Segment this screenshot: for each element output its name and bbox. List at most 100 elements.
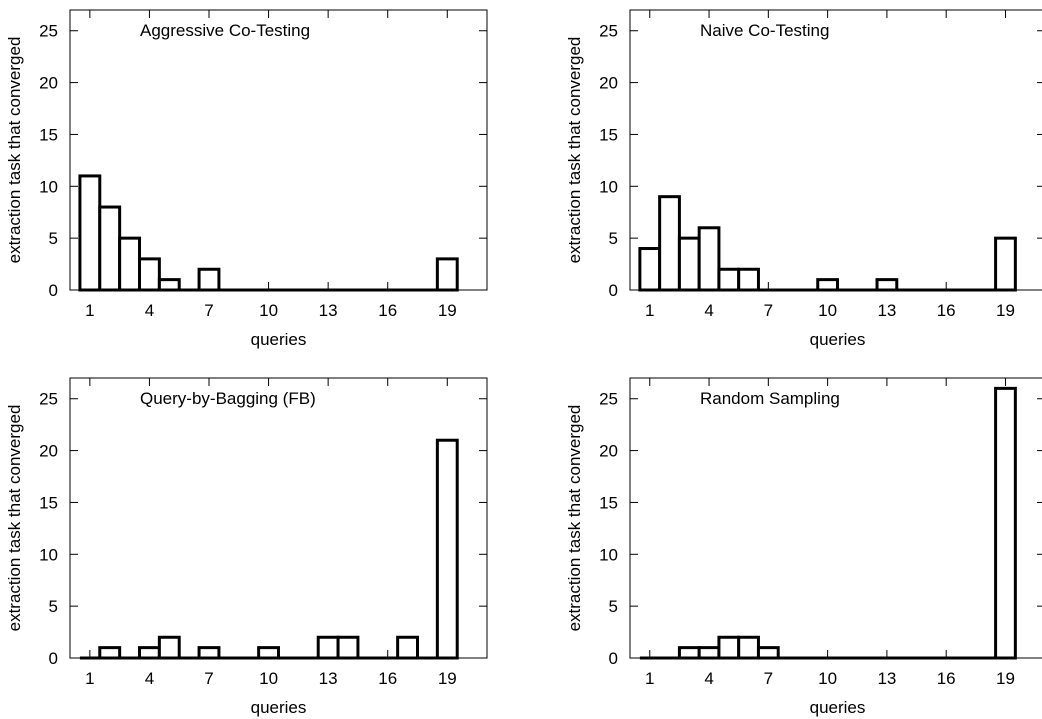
bar-q19 — [435, 257, 459, 292]
bar-q10 — [257, 646, 280, 660]
y-tick-label: 15 — [39, 125, 58, 144]
y-tick-label: 15 — [599, 493, 618, 512]
panel-title: Naive Co-Testing — [700, 21, 829, 40]
x-tick-label: 1 — [645, 669, 654, 688]
y-tick-label: 20 — [39, 442, 58, 461]
x-tick-label: 10 — [259, 669, 278, 688]
bar-q5 — [157, 278, 181, 292]
bar-q13 — [875, 278, 899, 292]
bar-q5 — [717, 635, 741, 660]
bar-q1 — [78, 174, 102, 292]
y-tick-label: 0 — [49, 649, 58, 668]
y-tick-label: 15 — [599, 125, 618, 144]
bar-q19 — [435, 438, 459, 660]
y-axis-title: extraction task that converged — [565, 37, 584, 264]
bar-q3 — [677, 236, 701, 292]
x-tick-label: 13 — [319, 669, 338, 688]
y-tick-label: 0 — [609, 281, 618, 300]
bar-q2 — [658, 195, 681, 292]
x-tick-label: 10 — [259, 301, 278, 320]
chart-panel-4: 0 5 10 15 20 25 1 4 7 10 13 16 19 Random Sampling quer… — [565, 377, 1042, 717]
y-tick-label: 0 — [49, 281, 58, 300]
bar-q13 — [316, 635, 340, 660]
x-tick-label: 4 — [704, 669, 713, 688]
x-axis-title: queries — [251, 698, 307, 717]
x-tick-label: 16 — [378, 301, 397, 320]
x-tick-label: 1 — [645, 301, 654, 320]
y-tick-label: 5 — [49, 229, 58, 248]
x-tick-label: 1 — [85, 301, 94, 320]
chart-panel-1: 0 5 10 15 20 25 1 4 7 10 13 16 19 Aggressive Co-Testi… — [5, 9, 488, 349]
y-tick-label: 20 — [39, 74, 58, 93]
x-tick-label: 10 — [818, 669, 837, 688]
bar-q6 — [737, 267, 760, 292]
y-tick-label: 0 — [609, 649, 618, 668]
bar-q5 — [717, 267, 741, 292]
y-tick-label: 25 — [39, 390, 58, 409]
x-tick-label: 7 — [204, 669, 213, 688]
bar-q10 — [816, 278, 840, 292]
bar-q14 — [336, 635, 360, 660]
y-axis-title: extraction task that converged — [565, 405, 584, 632]
x-axis-title: queries — [810, 330, 866, 349]
y-tick-label: 5 — [49, 597, 58, 616]
x-tick-label: 7 — [764, 301, 773, 320]
x-tick-label: 4 — [704, 301, 713, 320]
chart-panel-2: 0 5 10 15 20 25 1 4 7 10 13 16 19 Naive Co-Testing que… — [565, 9, 1042, 349]
chart-panel-3: 0 5 10 15 20 25 1 4 7 10 13 16 19 Query-by-Bagging (F… — [5, 377, 488, 717]
x-tick-label: 7 — [764, 669, 773, 688]
y-tick-label: 20 — [599, 74, 618, 93]
y-tick-label: 10 — [599, 545, 618, 564]
bar-q19 — [994, 236, 1017, 292]
bar-q17 — [396, 635, 419, 660]
bar-q2 — [98, 205, 122, 292]
x-axis-title: queries — [810, 698, 866, 717]
x-tick-label: 1 — [85, 669, 94, 688]
y-tick-label: 25 — [599, 390, 618, 409]
y-tick-label: 20 — [599, 442, 618, 461]
bar-q4 — [138, 646, 161, 660]
plot-frame — [69, 377, 488, 659]
bar-q7 — [756, 646, 780, 660]
plot-frame — [629, 377, 1042, 659]
bar-q19 — [994, 386, 1017, 660]
x-tick-label: 13 — [877, 669, 896, 688]
y-axis-title: extraction task that converged — [5, 405, 24, 632]
x-axis-title: queries — [251, 330, 307, 349]
bar-q4 — [697, 226, 721, 292]
panel-title: Aggressive Co-Testing — [140, 21, 310, 40]
x-tick-label: 13 — [319, 301, 338, 320]
panel-title: Query-by-Bagging (FB) — [140, 389, 316, 408]
x-tick-label: 19 — [996, 669, 1015, 688]
x-tick-label: 16 — [937, 301, 956, 320]
panel-title: Random Sampling — [700, 389, 840, 408]
x-tick-label: 19 — [438, 301, 457, 320]
y-tick-label: 5 — [609, 597, 618, 616]
y-tick-label: 5 — [609, 229, 618, 248]
y-tick-label: 25 — [599, 22, 618, 41]
x-tick-label: 16 — [937, 669, 956, 688]
bar-q6 — [737, 635, 760, 660]
y-tick-label: 25 — [39, 22, 58, 41]
x-tick-label: 19 — [996, 301, 1015, 320]
x-tick-label: 10 — [818, 301, 837, 320]
bar-q3 — [677, 646, 701, 660]
x-tick-label: 19 — [438, 669, 457, 688]
y-tick-label: 10 — [599, 177, 618, 196]
x-tick-label: 4 — [145, 301, 154, 320]
y-tick-label: 15 — [39, 493, 58, 512]
bar-q7 — [197, 646, 221, 660]
x-tick-label: 16 — [378, 669, 397, 688]
bar-q1 — [638, 247, 662, 292]
bar-q5 — [157, 635, 181, 660]
y-axis-title: extraction task that converged — [5, 37, 24, 264]
x-tick-label: 7 — [204, 301, 213, 320]
bar-q3 — [118, 236, 142, 292]
y-tick-label: 10 — [39, 177, 58, 196]
y-tick-label: 10 — [39, 545, 58, 564]
x-tick-label: 13 — [877, 301, 896, 320]
bar-q4 — [697, 646, 721, 660]
bar-q7 — [197, 267, 221, 292]
bar-q4 — [138, 257, 161, 292]
